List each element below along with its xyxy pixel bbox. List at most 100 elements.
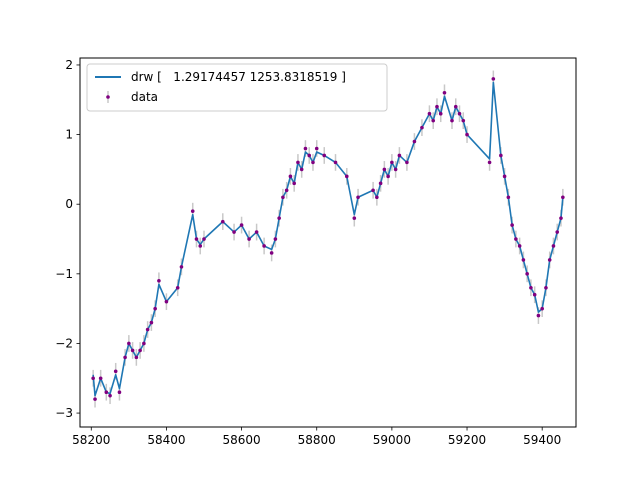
data-point bbox=[113, 369, 118, 374]
data-point bbox=[311, 160, 315, 165]
y-tick-label: 2 bbox=[65, 58, 73, 72]
data-point bbox=[138, 348, 142, 353]
data-point bbox=[551, 244, 556, 248]
data-point bbox=[356, 195, 360, 200]
data-point bbox=[352, 216, 357, 220]
data-point bbox=[93, 397, 97, 401]
data-point bbox=[322, 153, 327, 158]
x-tick-label: 59400 bbox=[523, 433, 561, 447]
data-point bbox=[555, 230, 560, 234]
data-point bbox=[510, 223, 514, 227]
data-point bbox=[540, 306, 544, 311]
data-point bbox=[123, 355, 127, 360]
data-point bbox=[491, 77, 496, 81]
data-point bbox=[420, 125, 424, 130]
y-tick-label: 1 bbox=[65, 128, 73, 142]
data-point bbox=[405, 160, 409, 165]
plot-content bbox=[91, 70, 565, 408]
data-point bbox=[303, 146, 308, 151]
x-tick-label: 58400 bbox=[147, 433, 185, 447]
data-point bbox=[157, 278, 161, 283]
data-point bbox=[438, 111, 443, 116]
data-point bbox=[465, 132, 469, 137]
data-point bbox=[164, 299, 169, 304]
data-point bbox=[98, 376, 103, 381]
data-point bbox=[247, 237, 251, 241]
x-tick-label: 58600 bbox=[222, 433, 260, 447]
data-point bbox=[333, 160, 338, 165]
data-point bbox=[198, 244, 203, 248]
data-point bbox=[239, 223, 244, 227]
data-point bbox=[130, 348, 135, 353]
data-point bbox=[149, 320, 154, 325]
data-point bbox=[314, 146, 319, 151]
data-point bbox=[288, 174, 293, 179]
data-point bbox=[232, 230, 236, 234]
x-tick-label: 58800 bbox=[298, 433, 336, 447]
data-point bbox=[202, 237, 206, 241]
data-point bbox=[397, 153, 402, 158]
data-point bbox=[427, 111, 432, 116]
data-point bbox=[431, 118, 436, 123]
data-point bbox=[517, 244, 522, 248]
x-tick-label: 59000 bbox=[373, 433, 411, 447]
data-point bbox=[559, 216, 563, 220]
data-point bbox=[502, 174, 507, 179]
data-point bbox=[299, 167, 304, 172]
data-point bbox=[525, 272, 529, 276]
data-point bbox=[536, 313, 541, 318]
plot-area bbox=[91, 70, 565, 408]
data-point bbox=[386, 174, 390, 179]
data-point bbox=[371, 188, 375, 193]
axis-ticks: 58200 58400 58600 58800 59000 59200 59400 −3 −2 −… bbox=[55, 58, 561, 447]
axes-frame bbox=[79, 57, 577, 428]
data-point bbox=[145, 327, 150, 332]
data-point bbox=[532, 292, 537, 297]
data-point bbox=[393, 167, 398, 172]
data-point bbox=[499, 153, 503, 158]
y-tick-label: −2 bbox=[55, 336, 73, 350]
data-point bbox=[269, 251, 274, 255]
data-point bbox=[296, 160, 300, 165]
data-point bbox=[104, 390, 109, 394]
data-point bbox=[281, 195, 285, 200]
data-point bbox=[179, 265, 184, 269]
data-point bbox=[375, 195, 379, 200]
data-point bbox=[412, 139, 417, 144]
data-point bbox=[390, 160, 394, 165]
data-point bbox=[529, 285, 533, 290]
data-point bbox=[547, 258, 552, 262]
data-point bbox=[153, 306, 157, 311]
data-point bbox=[190, 209, 195, 213]
data-point bbox=[544, 285, 548, 290]
data-point bbox=[506, 195, 511, 200]
legend-marker-swatch bbox=[106, 95, 110, 99]
data-point bbox=[284, 188, 289, 193]
data-point bbox=[220, 219, 225, 224]
data-point bbox=[453, 104, 458, 109]
data-point bbox=[457, 111, 462, 116]
legend-box bbox=[86, 63, 388, 112]
data-point bbox=[108, 393, 112, 398]
data-point bbox=[91, 376, 95, 381]
data-point bbox=[117, 390, 122, 394]
data-point bbox=[175, 285, 180, 290]
data-point bbox=[378, 181, 383, 186]
data-point bbox=[127, 341, 131, 346]
y-tick-label: −1 bbox=[55, 267, 73, 281]
data-point bbox=[435, 104, 439, 109]
data-point bbox=[487, 160, 492, 165]
data-point bbox=[292, 181, 296, 186]
data-point bbox=[194, 237, 199, 241]
legend: drw [ 1.29174457 1253.8318519 ] data bbox=[86, 63, 388, 112]
x-tick-label: 59200 bbox=[448, 433, 486, 447]
data-point bbox=[273, 237, 278, 241]
data-point bbox=[134, 355, 139, 360]
data-point bbox=[307, 153, 312, 158]
data-point bbox=[450, 118, 454, 123]
data-point bbox=[442, 91, 447, 95]
data-point bbox=[521, 258, 526, 262]
data-point bbox=[277, 216, 281, 220]
data-point bbox=[142, 341, 146, 346]
